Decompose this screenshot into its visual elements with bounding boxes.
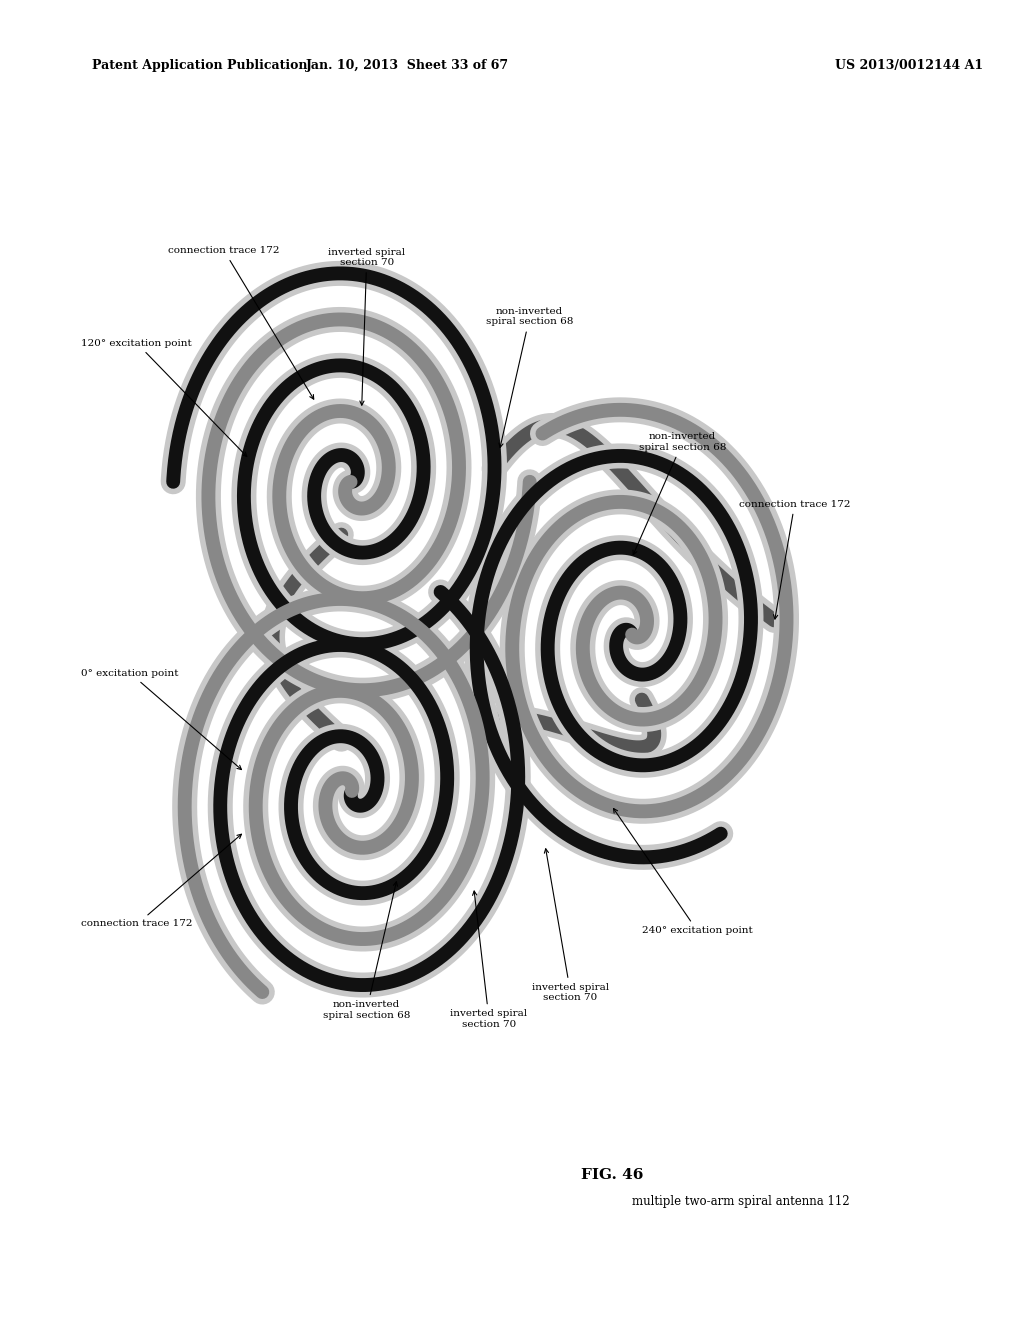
Text: 240° excitation point: 240° excitation point xyxy=(613,809,753,935)
Text: non-inverted
spiral section 68: non-inverted spiral section 68 xyxy=(323,882,411,1019)
Text: non-inverted
spiral section 68: non-inverted spiral section 68 xyxy=(486,308,573,447)
Text: non-inverted
spiral section 68: non-inverted spiral section 68 xyxy=(633,433,726,554)
Text: FIG. 46: FIG. 46 xyxy=(581,1168,643,1183)
Text: connection trace 172: connection trace 172 xyxy=(739,500,850,619)
Text: inverted spiral
section 70: inverted spiral section 70 xyxy=(328,248,406,405)
Text: connection trace 172: connection trace 172 xyxy=(82,834,242,928)
Text: 120° excitation point: 120° excitation point xyxy=(82,339,247,457)
Text: connection trace 172: connection trace 172 xyxy=(168,247,313,399)
Text: 0° excitation point: 0° excitation point xyxy=(82,669,242,770)
Text: inverted spiral
section 70: inverted spiral section 70 xyxy=(531,849,609,1002)
Text: US 2013/0012144 A1: US 2013/0012144 A1 xyxy=(836,59,983,73)
Text: Patent Application Publication: Patent Application Publication xyxy=(92,59,307,73)
Text: Jan. 10, 2013  Sheet 33 of 67: Jan. 10, 2013 Sheet 33 of 67 xyxy=(306,59,509,73)
Text: inverted spiral
section 70: inverted spiral section 70 xyxy=(451,891,527,1028)
Text: multiple two-arm spiral antenna 112: multiple two-arm spiral antenna 112 xyxy=(632,1195,849,1208)
